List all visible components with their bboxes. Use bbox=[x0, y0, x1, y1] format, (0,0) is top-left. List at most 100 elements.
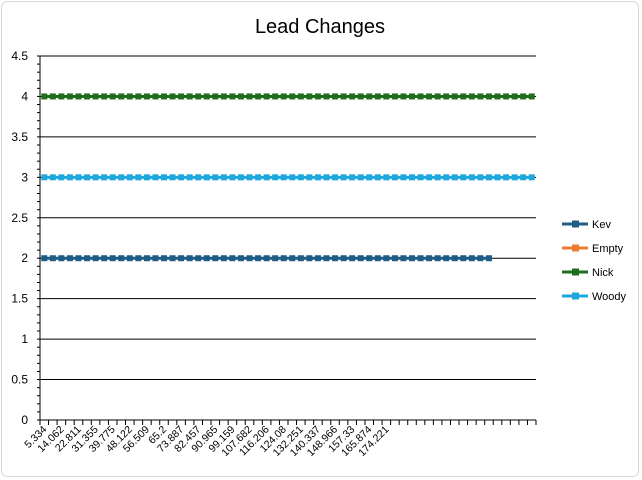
axes bbox=[37, 55, 537, 425]
data-point bbox=[426, 93, 433, 100]
data-point bbox=[366, 255, 373, 262]
data-point bbox=[400, 93, 407, 100]
data-point bbox=[468, 174, 475, 181]
data-point bbox=[246, 255, 253, 262]
data-point bbox=[75, 93, 82, 100]
legend-entry-woody: Woody bbox=[562, 291, 627, 303]
data-point bbox=[366, 174, 373, 181]
data-point bbox=[332, 174, 339, 181]
data-point bbox=[357, 174, 364, 181]
data-point bbox=[443, 174, 450, 181]
data-point bbox=[289, 174, 296, 181]
data-point bbox=[297, 174, 304, 181]
data-point bbox=[306, 93, 313, 100]
data-point bbox=[143, 93, 150, 100]
legend-marker bbox=[572, 292, 579, 300]
data-point bbox=[186, 255, 193, 262]
data-point bbox=[409, 174, 415, 181]
data-point bbox=[434, 255, 441, 262]
data-point bbox=[195, 174, 202, 181]
data-point bbox=[118, 93, 125, 100]
data-point bbox=[101, 255, 108, 262]
data-point bbox=[383, 255, 390, 262]
data-point bbox=[212, 174, 219, 181]
data-point bbox=[58, 255, 65, 262]
data-point bbox=[520, 174, 527, 181]
data-point bbox=[84, 93, 91, 100]
data-point bbox=[66, 174, 73, 181]
data-point bbox=[75, 174, 82, 181]
data-point bbox=[366, 93, 373, 100]
data-point bbox=[443, 255, 450, 262]
data-point bbox=[494, 174, 501, 181]
data-point bbox=[195, 255, 202, 262]
data-point bbox=[272, 174, 279, 181]
y-tick-label: 0.5 bbox=[11, 373, 28, 387]
data-point bbox=[340, 255, 347, 262]
data-point bbox=[314, 93, 321, 100]
legend-label: Woody bbox=[592, 291, 627, 303]
chart-title: Lead Changes bbox=[255, 16, 385, 38]
data-point bbox=[409, 255, 415, 262]
data-point bbox=[109, 255, 116, 262]
data-point bbox=[195, 93, 202, 100]
legend-label: Kev bbox=[592, 219, 611, 231]
data-point bbox=[477, 174, 484, 181]
x-axis-labels: 5.33414.06222.81131.35539.77548.12256.50… bbox=[22, 424, 391, 459]
data-point bbox=[118, 174, 125, 181]
data-point bbox=[229, 255, 236, 262]
data-point bbox=[152, 93, 159, 100]
data-point bbox=[374, 255, 381, 262]
data-point bbox=[101, 174, 108, 181]
data-point bbox=[434, 174, 441, 181]
y-tick-label: 2.5 bbox=[11, 211, 28, 225]
y-tick-label: 4.5 bbox=[11, 49, 28, 63]
data-point bbox=[203, 174, 210, 181]
data-point bbox=[451, 174, 458, 181]
data-point bbox=[314, 255, 321, 262]
data-point bbox=[374, 93, 381, 100]
data-point bbox=[246, 93, 253, 100]
data-point bbox=[229, 93, 236, 100]
data-point bbox=[340, 93, 347, 100]
data-point bbox=[220, 255, 227, 262]
data-point bbox=[58, 93, 65, 100]
data-point bbox=[212, 255, 219, 262]
data-point bbox=[161, 174, 167, 181]
data-point bbox=[203, 255, 210, 262]
series-kev bbox=[41, 255, 492, 262]
data-point bbox=[323, 255, 330, 262]
data-point bbox=[451, 255, 458, 262]
data-point bbox=[169, 255, 176, 262]
data-point bbox=[297, 93, 304, 100]
data-point bbox=[503, 174, 510, 181]
data-point bbox=[314, 174, 321, 181]
data-point bbox=[178, 174, 185, 181]
data-point bbox=[49, 255, 56, 262]
data-point bbox=[409, 93, 415, 100]
data-point bbox=[391, 174, 398, 181]
data-point bbox=[109, 174, 116, 181]
data-point bbox=[323, 174, 330, 181]
data-point bbox=[417, 93, 424, 100]
data-point bbox=[460, 255, 467, 262]
data-point bbox=[92, 255, 99, 262]
data-point bbox=[178, 255, 185, 262]
data-point bbox=[41, 174, 48, 181]
data-point bbox=[494, 93, 501, 100]
data-point bbox=[161, 255, 167, 262]
data-point bbox=[84, 174, 91, 181]
series-woody bbox=[41, 174, 535, 181]
data-point bbox=[229, 174, 236, 181]
data-point bbox=[468, 93, 475, 100]
y-tick-label: 1.5 bbox=[11, 292, 28, 306]
data-point bbox=[109, 93, 116, 100]
data-point bbox=[485, 174, 492, 181]
data-point bbox=[460, 93, 467, 100]
legend-entry-empty: Empty bbox=[562, 243, 624, 255]
data-point bbox=[391, 255, 398, 262]
data-point bbox=[135, 93, 142, 100]
data-point bbox=[289, 93, 296, 100]
data-point bbox=[451, 93, 458, 100]
